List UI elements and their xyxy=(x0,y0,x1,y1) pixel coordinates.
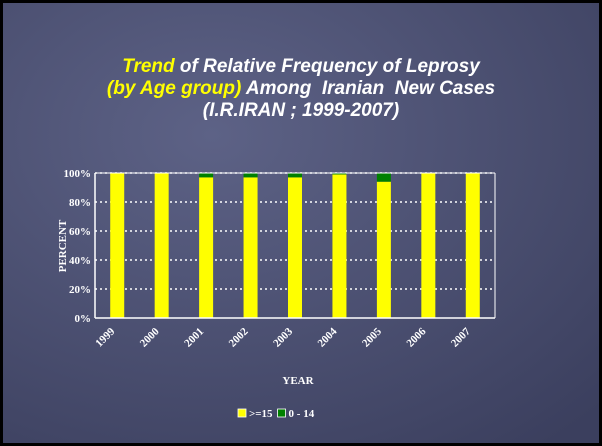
y-tick-label: 20% xyxy=(69,284,91,296)
bar-segment xyxy=(288,177,302,318)
chart-title: Trend of Relative Frequency of Leprosy (b… xyxy=(107,56,495,121)
legend-swatch xyxy=(237,408,247,418)
y-axis-label: PERCENT xyxy=(57,219,69,272)
title-segment: of Relative Frequency of Leprosy xyxy=(175,56,482,77)
y-tick-label: 80% xyxy=(69,197,91,209)
bar-segment xyxy=(243,173,258,178)
bar-segment xyxy=(376,173,391,182)
bar-segment xyxy=(376,181,391,318)
bar-segment xyxy=(243,177,258,318)
legend-label: >=15 xyxy=(249,408,273,420)
bar-segment xyxy=(421,173,436,318)
title-segment: (by Age group) xyxy=(107,78,241,99)
bar-segment xyxy=(332,174,347,318)
bar-segment xyxy=(288,173,302,178)
y-tick-label: 0% xyxy=(75,313,92,325)
title-segment: (I.R.IRAN ; 1999-2007) xyxy=(203,100,399,121)
legend-swatch xyxy=(277,408,286,418)
y-tick-label: 40% xyxy=(69,255,91,267)
y-tick-label: 100% xyxy=(64,168,92,180)
bar-segment xyxy=(465,173,480,318)
title-segment: Trend xyxy=(122,56,175,77)
bar-segment xyxy=(110,173,125,318)
x-axis-label: YEAR xyxy=(282,375,314,387)
legend-label: 0 - 14 xyxy=(289,408,315,420)
bar-segment xyxy=(154,173,169,318)
bar-segment xyxy=(332,173,347,175)
bar-segment xyxy=(199,173,214,178)
y-tick-label: 60% xyxy=(69,226,91,238)
bar-segment xyxy=(199,177,214,318)
title-segment: Among Iranian New Cases xyxy=(241,78,495,99)
